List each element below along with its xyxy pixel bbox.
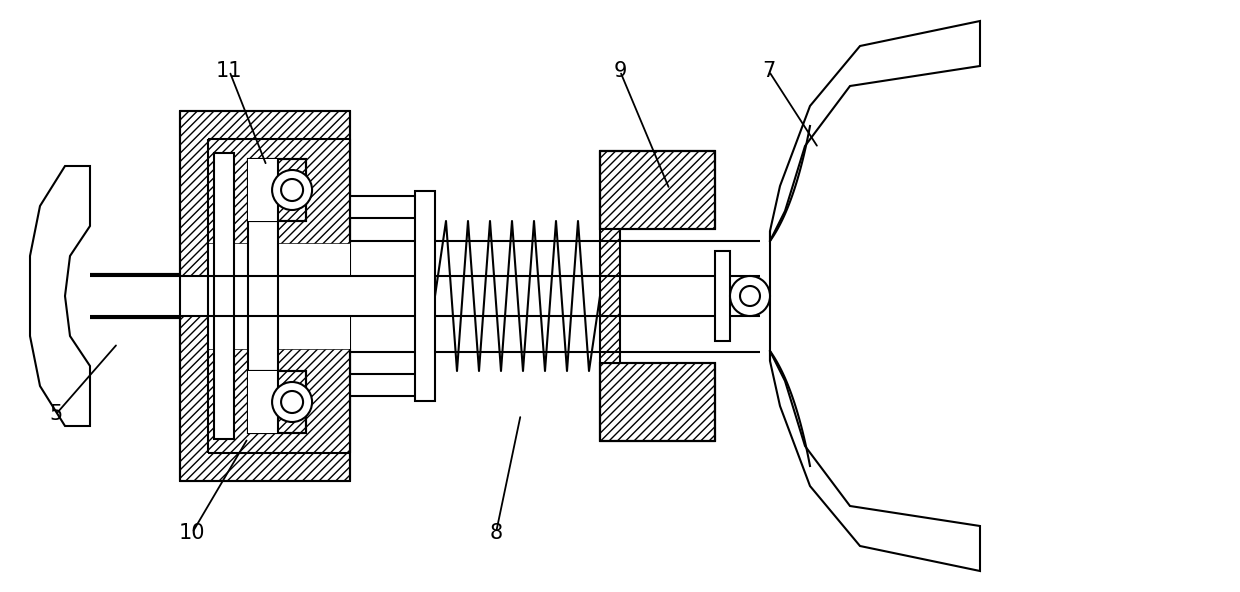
Bar [215, 153, 234, 439]
Circle shape [272, 170, 312, 210]
Polygon shape [30, 166, 91, 426]
Text: 11: 11 [216, 61, 243, 81]
Bar [350, 196, 415, 218]
Bar [91, 274, 180, 318]
Bar [350, 374, 415, 396]
Bar [600, 229, 620, 363]
Text: 10: 10 [179, 523, 206, 543]
Bar [248, 371, 306, 433]
Bar [248, 371, 278, 433]
Polygon shape [770, 21, 980, 241]
Bar [208, 139, 350, 453]
Polygon shape [770, 351, 980, 571]
Circle shape [740, 286, 760, 306]
Bar [180, 111, 350, 481]
Bar [208, 349, 350, 453]
Bar [715, 251, 730, 341]
Bar [248, 159, 278, 221]
Bar [248, 159, 306, 221]
Text: 9: 9 [614, 61, 626, 81]
Bar [600, 363, 715, 441]
Text: 8: 8 [490, 523, 502, 543]
Circle shape [281, 179, 303, 201]
Circle shape [272, 382, 312, 422]
Circle shape [281, 391, 303, 413]
Bar [600, 229, 715, 363]
Bar [248, 371, 306, 433]
Text: 7: 7 [763, 61, 775, 81]
Bar [208, 139, 350, 243]
Bar [248, 221, 278, 371]
Bar [248, 159, 306, 221]
Text: 5: 5 [50, 404, 62, 424]
Bar [600, 151, 715, 229]
Circle shape [730, 276, 770, 316]
Bar [415, 191, 435, 401]
Bar [91, 276, 760, 316]
Bar [600, 151, 715, 229]
Bar [600, 363, 715, 441]
